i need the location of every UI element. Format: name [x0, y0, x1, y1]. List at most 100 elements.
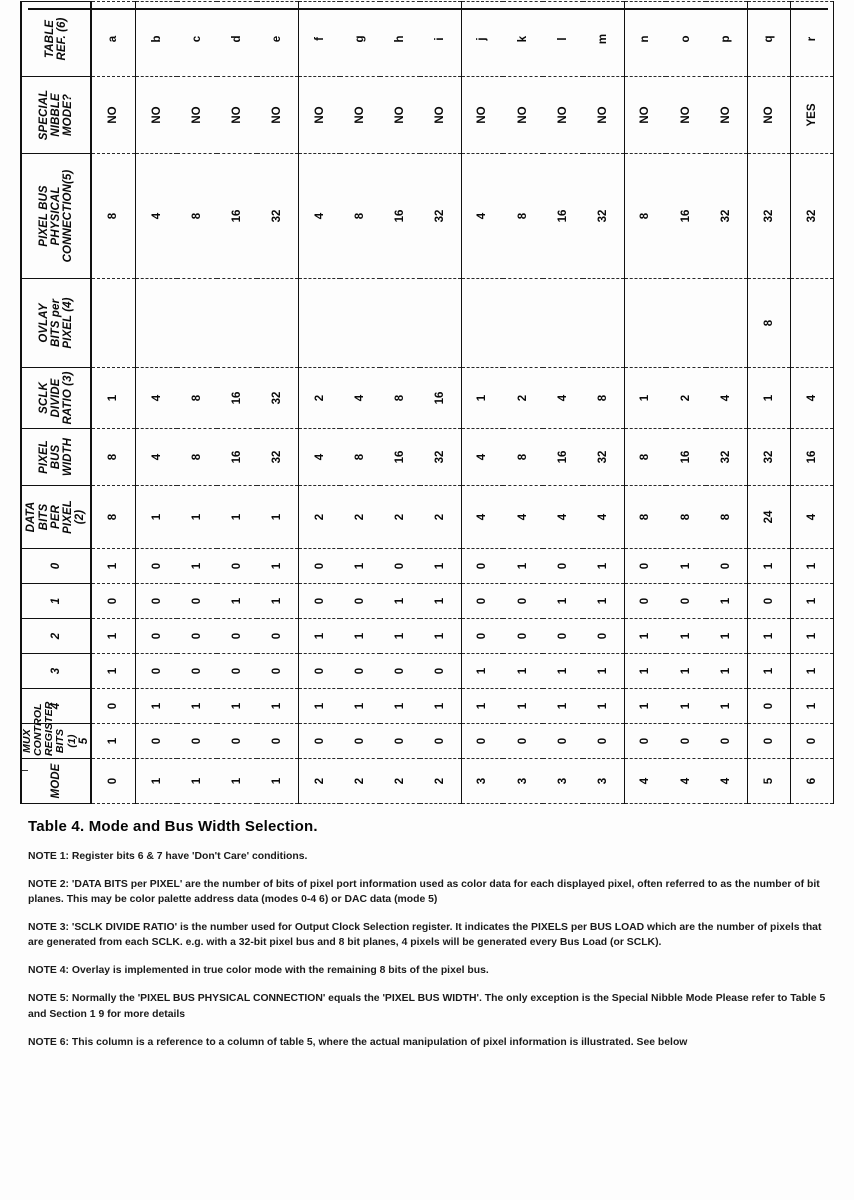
cell-bit0: 1 [177, 548, 218, 584]
col-header-pixel-bus-physical-connection: PIXEL BUS PHYSICAL CONNECTION(5) [21, 153, 91, 279]
cell-bit4: 1 [298, 688, 341, 724]
cell-mode: 1 [135, 758, 178, 804]
cell-special-nibble-mode: NO [298, 76, 341, 154]
cell-bit1: 0 [90, 583, 136, 619]
cell-bit0: 0 [217, 548, 257, 584]
cell-ovlay-bits-per-pixel [665, 278, 706, 368]
cell-bit4: 1 [256, 688, 299, 724]
mode-bus-width-table-region: MODE MUX CONTROL REGISTER BITS (1) 5 4 3 [20, 1, 834, 804]
nibble-line2: NIBBLE [49, 93, 62, 137]
cell-bit2: 0 [582, 618, 625, 654]
cell-bit5: 0 [582, 723, 625, 759]
cell-data-bits-per-pixel: 8 [90, 485, 136, 549]
cell-bit2: 1 [624, 618, 666, 654]
cell-bit3: 1 [502, 653, 543, 689]
col-header-bit0: 0 [21, 548, 91, 584]
cell-table-ref: k [502, 1, 543, 77]
cell-bit5: 0 [217, 723, 257, 759]
cell-ovlay-bits-per-pixel [177, 278, 218, 368]
cell-bit0: 1 [419, 548, 462, 584]
cell-special-nibble-mode: NO [256, 76, 299, 154]
cell-table-ref: o [665, 1, 706, 77]
table-caption: Table 4. Mode and Bus Width Selection. [28, 818, 318, 835]
cell-data-bits-per-pixel: 8 [624, 485, 666, 549]
cell-data-bits-per-pixel: 2 [379, 485, 420, 549]
cell-bit0: 1 [582, 548, 625, 584]
cell-mode: 1 [217, 758, 257, 804]
cell-table-ref: g [340, 1, 380, 77]
cell-bit4: 1 [217, 688, 257, 724]
cell-sclk-divide-ratio: 2 [665, 367, 706, 429]
sclk-line3: RATIO (3) [62, 371, 74, 425]
cell-bit1: 1 [582, 583, 625, 619]
cell-bit1: 0 [340, 583, 380, 619]
col-header-table-ref: TABLE REF. (6) [21, 1, 91, 77]
cell-mode: 2 [340, 758, 380, 804]
cell-sclk-divide-ratio: 1 [747, 367, 791, 429]
cell-pixel-bus-width: 32 [747, 428, 791, 486]
note-3-text: 'SCLK DIVIDE RATIO' is the number used f… [28, 922, 822, 949]
note-2: NOTE 2: 'DATA BITS per PIXEL' are the nu… [28, 877, 828, 907]
phys-line2: PHYSICAL [49, 186, 62, 246]
cell-pixel-bus-physical-connection: 32 [256, 153, 299, 279]
margin-tick [22, 770, 28, 771]
cell-mode: 4 [705, 758, 748, 804]
col-header-bit3-label: 3 [49, 667, 62, 675]
cell-bit5: 0 [340, 723, 380, 759]
cell-bit5: 0 [135, 723, 178, 759]
cell-bit5: 0 [502, 723, 543, 759]
cell-bit5: 0 [705, 723, 748, 759]
cell-pixel-bus-physical-connection: 16 [665, 153, 706, 279]
note-2-text: 'DATA BITS per PIXEL' are the number of … [28, 879, 820, 906]
col-header-sclk-divide-ratio: SCLK DIVIDE RATIO (3) [21, 367, 91, 429]
cell-pixel-bus-width: 4 [135, 428, 178, 486]
nibble-line3: MODE? [62, 93, 74, 137]
cell-bit3: 1 [582, 653, 625, 689]
sclk-line1: SCLK [37, 382, 50, 414]
table-row: 1 0 1 0 0 0 1 1 8 8 8 NO c [177, 1, 218, 804]
cell-data-bits-per-pixel: 2 [340, 485, 380, 549]
table-row: 2 0 1 0 1 1 1 2 32 16 32 NO i [419, 1, 462, 804]
cell-bit2: 1 [90, 618, 136, 654]
cell-bit0: 1 [90, 548, 136, 584]
cell-sclk-divide-ratio: 1 [624, 367, 666, 429]
col-header-data-bits-per-pixel: DATA BITS PER PIXEL (2) [21, 485, 91, 549]
cell-bit4: 1 [419, 688, 462, 724]
cell-bit2: 0 [256, 618, 299, 654]
cell-mode: 6 [790, 758, 834, 804]
cell-pixel-bus-width: 16 [542, 428, 583, 486]
nibble-line1: SPECIAL [37, 89, 50, 141]
table-header-row: MODE MUX CONTROL REGISTER BITS (1) 5 4 3 [21, 1, 91, 804]
cell-bit3: 1 [624, 653, 666, 689]
pixel-bus-width-line2: BUS [49, 444, 62, 470]
cell-ovlay-bits-per-pixel [582, 278, 625, 368]
data-bits-line3: (2) [74, 509, 87, 525]
cell-ovlay-bits-per-pixel [790, 278, 834, 368]
note-2-label: NOTE 2: [28, 879, 72, 891]
cell-bit4: 1 [705, 688, 748, 724]
table-row: 3 0 1 1 0 0 1 4 8 2 8 NO k [502, 1, 543, 804]
cell-data-bits-per-pixel: 8 [705, 485, 748, 549]
cell-special-nibble-mode: NO [705, 76, 748, 154]
cell-pixel-bus-physical-connection: 4 [298, 153, 341, 279]
cell-bit5: 1 [90, 723, 136, 759]
top-rule [28, 8, 828, 10]
ovlay-line1: OVLAY [37, 303, 50, 343]
cell-pixel-bus-physical-connection: 32 [705, 153, 748, 279]
cell-ovlay-bits-per-pixel [90, 278, 136, 368]
cell-pixel-bus-physical-connection: 8 [624, 153, 666, 279]
col-header-bit0-label: 0 [49, 562, 62, 570]
cell-ovlay-bits-per-pixel [542, 278, 583, 368]
cell-bit1: 1 [542, 583, 583, 619]
cell-table-ref: a [90, 1, 136, 77]
cell-bit3: 1 [705, 653, 748, 689]
cell-pixel-bus-physical-connection: 32 [790, 153, 834, 279]
cell-data-bits-per-pixel: 1 [135, 485, 178, 549]
cell-ovlay-bits-per-pixel [379, 278, 420, 368]
cell-mode: 0 [90, 758, 136, 804]
cell-bit0: 0 [624, 548, 666, 584]
table-row: 4 0 1 1 1 0 1 8 16 2 16 NO o [665, 1, 706, 804]
cell-pixel-bus-width: 32 [419, 428, 462, 486]
cell-bit0: 1 [665, 548, 706, 584]
cell-bit1: 0 [461, 583, 503, 619]
